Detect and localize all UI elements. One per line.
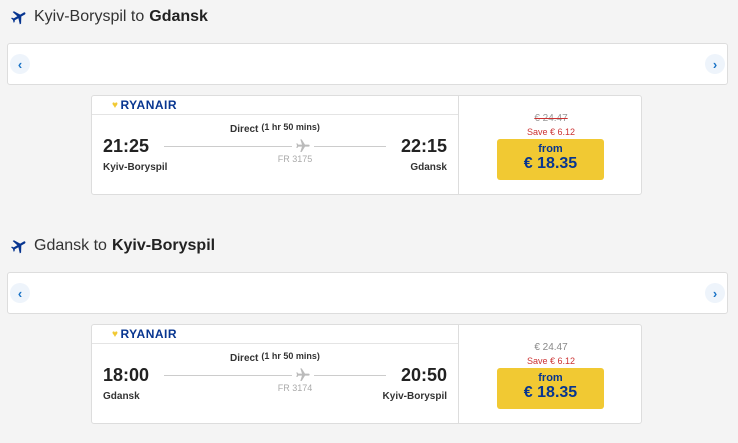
harp-icon: ♥ [112,99,119,111]
select-fare-button[interactable]: from € 18.35 [497,368,604,409]
connector: to [130,8,145,25]
flight-card[interactable]: ♥ RYANAIR Direct (1 hr 50 mins) 21:25 Kyiv… [91,95,642,195]
arrival-time: 22:15 [400,136,447,156]
plane-icon [11,240,26,254]
chevron-left-icon: ‹ [17,285,23,301]
flight-type: Direct (1 hr 50 mins) [230,122,320,135]
arrival-time: 20:50 [400,365,447,385]
route-line [164,146,292,147]
plane-icon [296,368,310,381]
connector: to [93,237,107,254]
destination: Gdansk [149,8,208,25]
prev-dates-button[interactable]: ‹ [10,283,30,303]
original-price: € 24.47 [534,113,568,124]
route-line [314,375,386,376]
destination: Kyiv-Boryspil [111,237,216,254]
flight-info: ♥ RYANAIR Direct (1 hr 50 mins) 18:00 Gdan… [92,325,459,423]
airline-logo: ♥ RYANAIR [92,325,458,344]
airline-logo: ♥ RYANAIR [92,96,458,115]
chevron-right-icon: › [712,285,718,301]
chevron-left-icon: ‹ [17,56,23,72]
price-panel: € 24.47 Save € 6.12 from € 18.35 [459,325,643,423]
departure-city: Kyiv-Boryspil [103,162,168,173]
departure-time: 18:00 [103,365,150,385]
flight-number: FR 3175 [277,154,313,164]
flight-card[interactable]: ♥ RYANAIR Direct (1 hr 50 mins) 18:00 Gdan… [91,324,642,424]
select-fare-button[interactable]: from € 18.35 [497,139,604,180]
prev-dates-button[interactable]: ‹ [10,54,30,74]
fare-price: € 18.35 [523,155,578,172]
origin: Gdansk [34,237,90,254]
arrival-city: Kyiv-Boryspil [382,391,447,402]
origin: Kyiv-Boryspil [34,8,127,25]
fare-price: € 18.35 [523,384,578,401]
next-dates-button[interactable]: › [705,283,725,303]
plane-icon [296,139,310,152]
section-heading: Kyiv-Boryspil to Gdansk [10,8,208,26]
original-price: € 24.47 [534,342,568,353]
section-heading: Gdansk to Kyiv-Boryspil [10,237,215,255]
chevron-right-icon: › [712,56,718,72]
date-carousel: ‹ › [7,43,728,85]
flight-type: Direct (1 hr 50 mins) [230,351,320,364]
next-dates-button[interactable]: › [705,54,725,74]
route-line [164,375,292,376]
departure-city: Gdansk [103,391,140,402]
harp-icon: ♥ [112,328,119,340]
plane-icon [11,11,26,25]
date-carousel: ‹ › [7,272,728,314]
route-line [314,146,386,147]
duration: (1 hr 50 mins) [261,122,320,132]
price-panel: € 24.47 Save € 6.12 from € 18.35 [459,96,643,194]
departure-time: 21:25 [103,136,150,156]
savings: Save € 6.12 [526,356,576,366]
arrival-city: Gdansk [410,162,447,173]
savings: Save € 6.12 [526,127,576,137]
duration: (1 hr 50 mins) [261,351,320,361]
flight-number: FR 3174 [277,383,313,393]
flight-info: ♥ RYANAIR Direct (1 hr 50 mins) 21:25 Kyiv… [92,96,459,194]
